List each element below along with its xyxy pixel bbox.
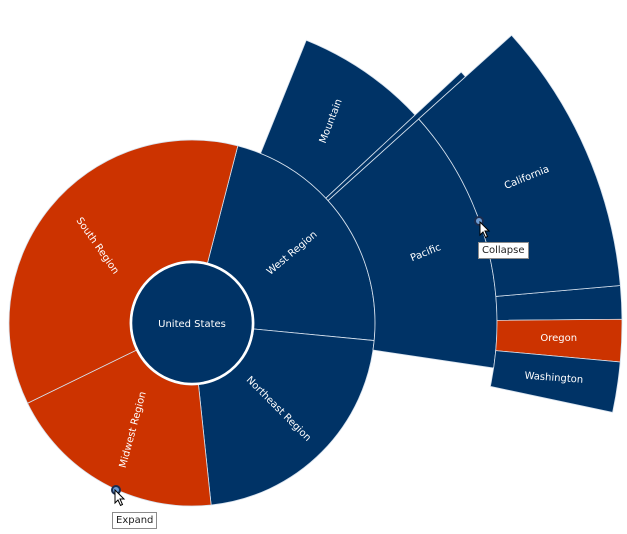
state-wedge-washington[interactable] (489, 350, 621, 413)
root-label: United States (158, 319, 226, 330)
expand-tooltip: Expand (112, 512, 158, 529)
state-wedge-california[interactable] (418, 34, 621, 297)
state-label-washington: Washington (524, 371, 583, 386)
root-center-circle[interactable] (129, 260, 255, 386)
subregion-wedge-sliver[interactable] (325, 71, 467, 202)
cursor-icon (114, 489, 126, 507)
collapse-handle-icon[interactable] (474, 216, 484, 226)
cursor-icon (479, 221, 491, 239)
state-label-oregon: Oregon (540, 333, 577, 344)
collapse-tooltip: Collapse (478, 242, 529, 259)
